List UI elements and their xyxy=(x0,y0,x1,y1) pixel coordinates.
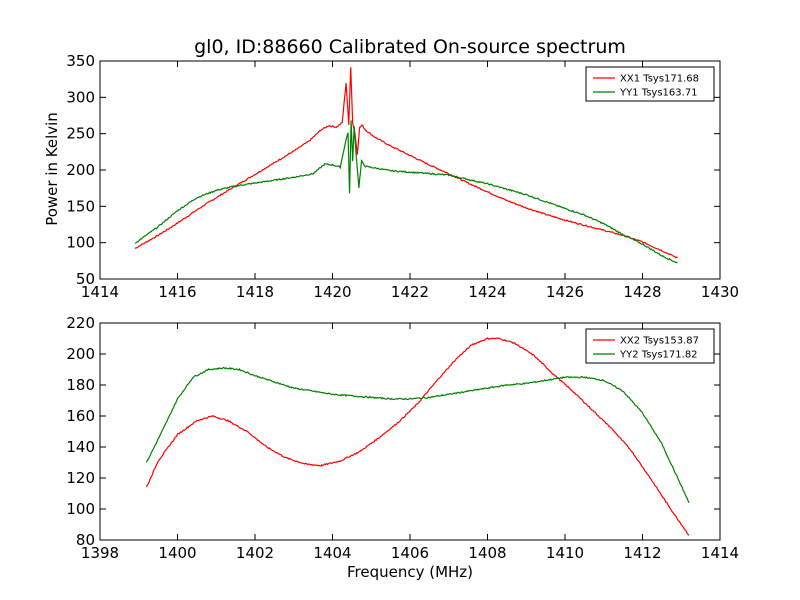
y-tick-label: 100 xyxy=(66,500,95,518)
y-tick-label: 140 xyxy=(66,438,95,456)
series-line-1 xyxy=(145,337,690,536)
y-tick-label: 160 xyxy=(66,407,95,425)
bottom-panel: 1398 1400 1402 1404 1406 1408 1410 1412 1414 80 10… xyxy=(66,314,739,562)
series-line-2 xyxy=(134,120,678,264)
x-tick-label: 1414 xyxy=(701,544,739,562)
x-tick-label: 1416 xyxy=(158,283,196,301)
chart-title: gl0, ID:88660 Calibrated On-source spect… xyxy=(194,36,626,58)
x-tick-label: 1422 xyxy=(391,283,429,301)
y-tick-label: 80 xyxy=(76,531,95,549)
y-tick-label: 350 xyxy=(66,52,95,70)
x-tick-label: 1398 xyxy=(81,544,119,562)
y-tick-label: 300 xyxy=(66,88,95,106)
legend-label: YY1 Tsys163.71 xyxy=(619,88,698,99)
y-tick-label: 120 xyxy=(66,469,95,487)
legend: XX1 Tsys171.68 YY1 Tsys163.71 xyxy=(585,66,715,102)
x-tick-label: 1410 xyxy=(546,544,584,562)
x-axis-label: Frequency (MHz) xyxy=(347,563,473,581)
x-tick-label: 1426 xyxy=(546,283,584,301)
x-tick-label: 1402 xyxy=(236,544,274,562)
legend-label: XX1 Tsys171.68 xyxy=(620,74,699,85)
legend-label: XX2 Tsys153.87 xyxy=(620,336,699,347)
x-tick-label: 1414 xyxy=(81,283,119,301)
y-tick-label: 200 xyxy=(66,161,95,179)
x-tick-label: 1400 xyxy=(158,544,196,562)
top-panel: 1414 1416 1418 1420 1422 1424 1426 1428 1430 50 10… xyxy=(66,52,739,301)
x-tick-label: 1404 xyxy=(313,544,351,562)
y-tick-label: 150 xyxy=(66,197,95,215)
series-line-1 xyxy=(134,67,678,259)
legend-frame xyxy=(585,328,715,364)
x-tick-label: 1428 xyxy=(623,283,661,301)
x-tick-label: 1430 xyxy=(701,283,739,301)
x-tick-label: 1406 xyxy=(391,544,429,562)
y-tick-label: 250 xyxy=(66,125,95,143)
legend: XX2 Tsys153.87 YY2 Tsys171.82 xyxy=(585,328,715,364)
x-tick-label: 1420 xyxy=(313,283,351,301)
x-tick-label: 1418 xyxy=(236,283,274,301)
x-tick-label: 1408 xyxy=(468,544,506,562)
series-line-2 xyxy=(145,366,690,504)
y-tick-label: 50 xyxy=(76,270,95,288)
x-tick-label: 1412 xyxy=(623,544,661,562)
y-tick-label: 220 xyxy=(66,314,95,332)
y-axis-label: Power in Kelvin xyxy=(43,112,61,226)
y-tick-label: 180 xyxy=(66,376,95,394)
x-tick-label: 1424 xyxy=(468,283,506,301)
y-tick-label: 200 xyxy=(66,345,95,363)
legend-frame xyxy=(585,66,715,102)
legend-label: YY2 Tsys171.82 xyxy=(619,350,698,361)
y-tick-label: 100 xyxy=(66,234,95,252)
